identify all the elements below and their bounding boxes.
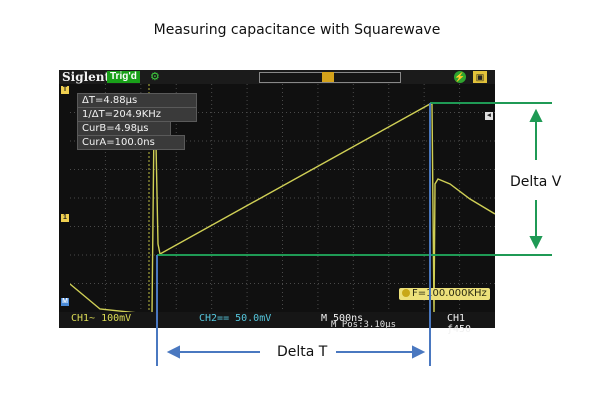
delta-t-arrow-right (336, 345, 426, 359)
scope-bottom-bar: CH1~ 100mV CH2== 50.0mV M 500ns CH1 ƒ450 (59, 312, 495, 335)
frequency-icon (402, 289, 410, 297)
frequency-readout: F=100.000KHz (399, 288, 490, 300)
trigger-icon: ⚙ (150, 71, 160, 83)
trigger-status-badge: Trig'd (107, 71, 140, 83)
delta-v-label: Delta V (510, 174, 562, 190)
math-marker: M (61, 298, 69, 306)
ch1-ground-marker: 1 (61, 214, 69, 222)
usb-icon: ⚡ (454, 71, 466, 83)
scope-top-bar: Siglent Trig'd ⚙ ⚡ ▣ (59, 70, 495, 84)
trigger-source: CH1 ƒ450 (447, 313, 472, 335)
cursor-a-readout: CurA=100.0ns (77, 135, 185, 150)
frequency-value: F=100.000KHz (412, 288, 487, 299)
page-title: Measuring capacitance with Squarewave (153, 22, 441, 38)
cursor-b-readout: CurB=4.98μs (77, 121, 171, 136)
delta-t-readout: ΔT=4.88μs (77, 93, 197, 108)
oscilloscope-screen: Siglent Trig'd ⚙ ⚡ ▣ T 1 M ◂ ΔT=4.88μs 1… (59, 70, 495, 335)
ch1-scale: CH1~ 100mV (71, 313, 132, 324)
memory-position: M Pos:3.10μs (331, 320, 397, 330)
timebase: M 500ns (321, 313, 364, 324)
timeline-window-marker (322, 72, 334, 82)
trigger-level-marker: ◂ (485, 112, 493, 120)
delta-v-arrow-up (529, 108, 543, 160)
delta-v-arrow-down (529, 200, 543, 250)
memory-timeline (259, 72, 401, 83)
power-icon: ▣ (473, 71, 487, 83)
delta-t-label: Delta T (277, 344, 328, 360)
ch2-scale: CH2== 50.0mV (199, 313, 272, 324)
brand-label: Siglent (62, 70, 111, 84)
trigger-position-marker: T (61, 86, 69, 94)
inverse-delta-t-readout: 1/ΔT=204.9KHz (77, 107, 197, 122)
capacitor-charge-trace (70, 103, 495, 312)
delta-t-arrow-left (166, 345, 260, 359)
